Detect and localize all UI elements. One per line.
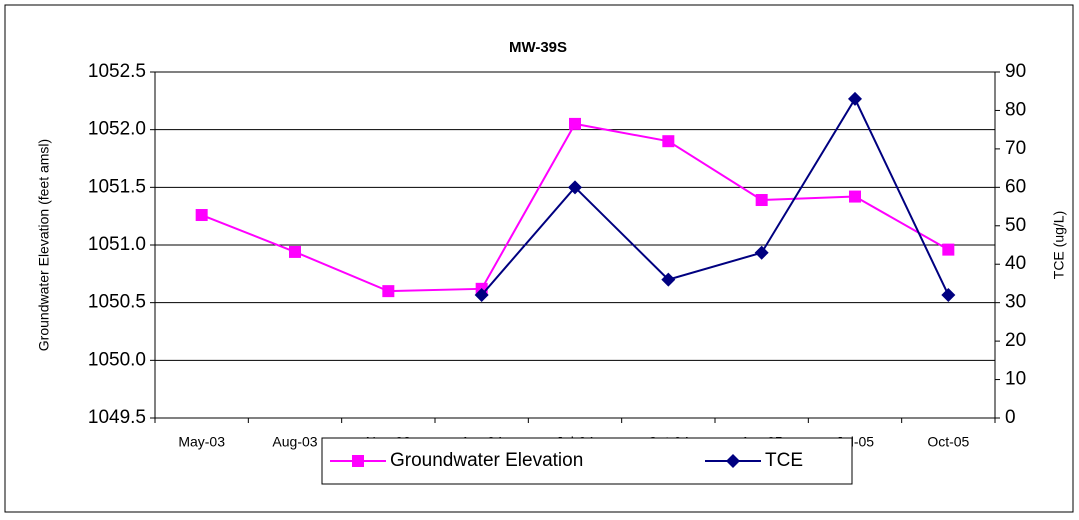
- y-tick-label: 1049.5: [88, 407, 146, 428]
- y2-tick-label: 80: [1005, 99, 1026, 120]
- data-point: [941, 287, 956, 302]
- y-axis-label: Groundwater Elevation (feet amsl): [36, 139, 52, 351]
- chart-title: MW-39S: [509, 39, 567, 56]
- data-point: [661, 272, 676, 287]
- data-point: [942, 243, 955, 256]
- y-tick-label: 1052.5: [88, 61, 146, 82]
- x-tick-label: Oct-05: [927, 434, 969, 450]
- data-point: [755, 194, 768, 207]
- data-point: [754, 245, 769, 260]
- legend-marker: [726, 454, 740, 468]
- y-tick-label: 1051.0: [88, 234, 146, 255]
- legend-marker: [352, 455, 364, 467]
- data-point: [569, 117, 581, 130]
- data-point: [382, 285, 395, 298]
- data-point: [849, 190, 861, 203]
- legend-label: TCE: [765, 450, 803, 471]
- x-tick-label: May-03: [178, 434, 225, 450]
- data-point: [568, 180, 582, 195]
- y2-axis-label: TCE (ug/L): [1051, 211, 1067, 279]
- y-tick-label: 1050.5: [88, 292, 146, 313]
- y2-tick-label: 90: [1005, 61, 1026, 82]
- y2-tick-label: 10: [1005, 369, 1026, 390]
- y2-tick-label: 70: [1005, 138, 1026, 159]
- y-tick-label: 1052.0: [88, 119, 146, 140]
- x-tick-label: Aug-03: [272, 434, 317, 450]
- y2-tick-label: 0: [1005, 407, 1016, 428]
- y2-tick-label: 30: [1005, 292, 1026, 313]
- data-point: [662, 135, 675, 148]
- y-tick-label: 1051.5: [88, 176, 146, 197]
- data-point: [474, 287, 489, 302]
- y-tick-label: 1050.0: [88, 349, 146, 370]
- y2-tick-label: 40: [1005, 253, 1026, 274]
- y2-tick-label: 20: [1005, 330, 1026, 351]
- series-line: [480, 96, 950, 296]
- data-point: [195, 209, 208, 222]
- legend-label: Groundwater Elevation: [390, 450, 583, 471]
- data-point: [289, 245, 301, 258]
- legend: [321, 437, 853, 485]
- y2-tick-label: 50: [1005, 215, 1026, 236]
- data-point: [848, 91, 862, 106]
- y2-tick-label: 60: [1005, 176, 1026, 197]
